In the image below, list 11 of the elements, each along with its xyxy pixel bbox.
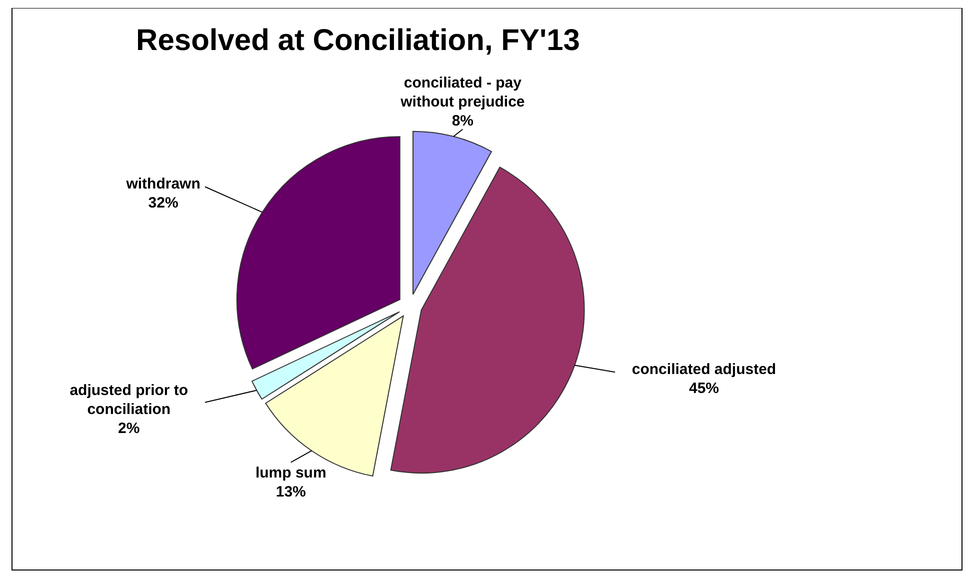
data-label: 2% [118,420,140,437]
slice-label: lump sum [255,464,326,482]
slice-label: withdrawn [125,176,200,193]
slice-label: adjusted prior to conciliation [70,382,188,418]
data-label: 8% [452,112,474,130]
chart-title: Resolved at Conciliation, FY'13 [136,24,580,57]
data-label: 45% [688,380,720,397]
slice-label: conciliated - pay without prejudice [400,74,525,110]
slice-label: conciliated adjusted [632,360,776,378]
data-label: 32% [148,194,178,212]
data-label: 13% [276,483,306,500]
